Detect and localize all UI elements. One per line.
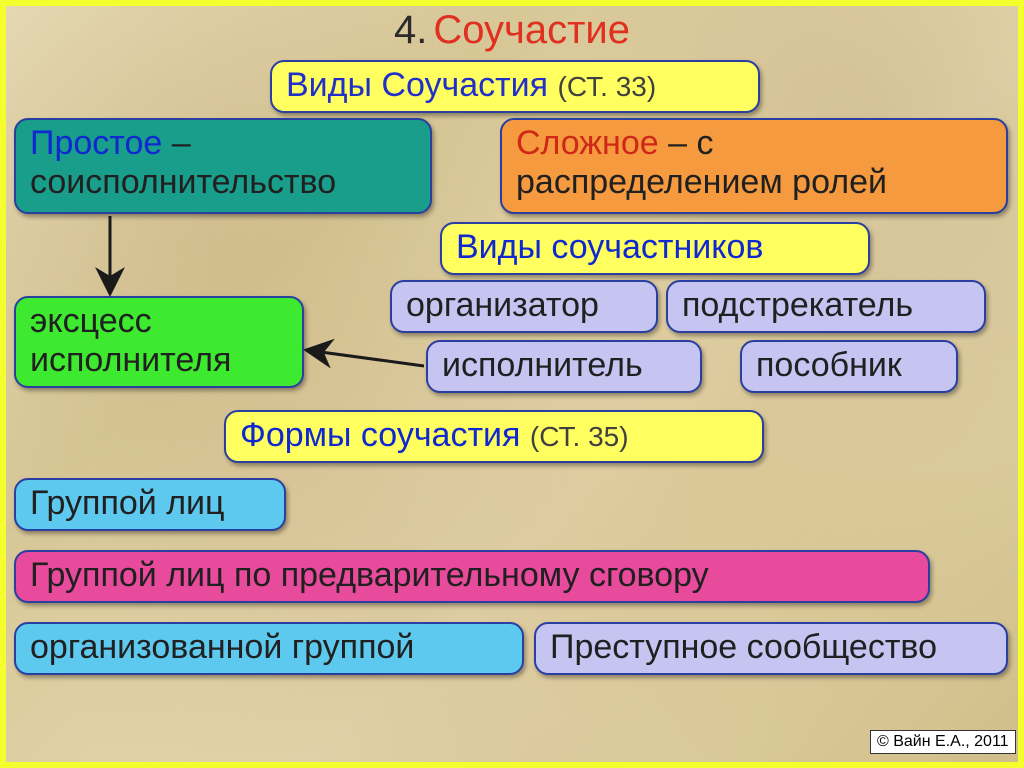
organizer-text: организатор bbox=[406, 286, 599, 324]
forms-header-main: Формы соучастия bbox=[240, 416, 520, 454]
complex-line1a: Сложное bbox=[516, 124, 659, 162]
title-text: Соучастие bbox=[433, 8, 630, 52]
accomplice-box: пособник bbox=[740, 340, 958, 393]
simple-line2: соисполнительство bbox=[30, 163, 336, 201]
forms-header-box: Формы соучастия (СТ. 35) bbox=[224, 410, 764, 463]
slide-title: 4.Соучастие bbox=[0, 8, 1024, 53]
types-header-main: Виды Соучастия bbox=[286, 66, 548, 104]
executor-box: исполнитель bbox=[426, 340, 702, 393]
criminal-org-box: Преступное сообщество bbox=[534, 622, 1008, 675]
types-header-box: Виды Соучастия (СТ. 33) bbox=[270, 60, 760, 113]
organized-group-text: организованной группой bbox=[30, 628, 414, 666]
complex-line1b: – с bbox=[659, 124, 714, 162]
executor-text: исполнитель bbox=[442, 346, 643, 384]
excess-line1: эксцесс bbox=[30, 302, 152, 340]
simple-line1a: Простое bbox=[30, 124, 162, 162]
credit-box: © Вайн Е.А., 2011 bbox=[870, 730, 1016, 754]
participants-header-text: Виды соучастников bbox=[456, 228, 764, 266]
simple-line1b: – bbox=[162, 124, 190, 162]
organized-group-box: организованной группой bbox=[14, 622, 524, 675]
simple-box: Простое – соисполнительство bbox=[14, 118, 432, 214]
participants-header-box: Виды соучастников bbox=[440, 222, 870, 275]
instigator-box: подстрекатель bbox=[666, 280, 986, 333]
instigator-text: подстрекатель bbox=[682, 286, 913, 324]
forms-header-paren: (СТ. 35) bbox=[530, 421, 629, 452]
complex-box: Сложное – с распределением ролей bbox=[500, 118, 1008, 214]
complex-line2: распределением ролей bbox=[516, 163, 887, 201]
title-number: 4. bbox=[394, 8, 427, 52]
organizer-box: организатор bbox=[390, 280, 658, 333]
group-box: Группой лиц bbox=[14, 478, 286, 531]
criminal-org-text: Преступное сообщество bbox=[550, 628, 937, 666]
group-prelim-box: Группой лиц по предварительному сговору bbox=[14, 550, 930, 603]
excess-line2: исполнителя bbox=[30, 341, 231, 379]
accomplice-text: пособник bbox=[756, 346, 902, 384]
group-text: Группой лиц bbox=[30, 484, 225, 522]
group-prelim-text: Группой лиц по предварительному сговору bbox=[30, 556, 709, 594]
types-header-paren: (СТ. 33) bbox=[558, 71, 657, 102]
excess-box: эксцесс исполнителя bbox=[14, 296, 304, 388]
credit-text: © Вайн Е.А., 2011 bbox=[877, 733, 1009, 750]
